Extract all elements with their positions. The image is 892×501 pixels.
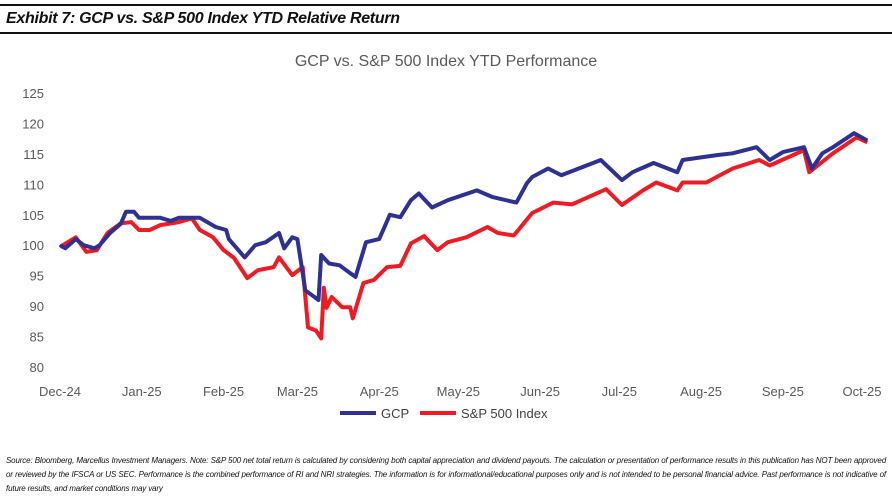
series-line-gcp [58, 131, 869, 302]
y-tick-label: 115 [23, 147, 44, 162]
y-axis: 80 85 90 95 100 105 110 115 120 125 [22, 86, 44, 375]
y-tick-label: 80 [30, 360, 44, 375]
y-tick-label: 85 [30, 330, 44, 345]
x-tick-label: Apr-25 [360, 384, 399, 399]
x-tick-label: Dec-24 [39, 384, 81, 399]
x-tick-label: Feb-25 [203, 384, 244, 399]
x-tick-label: Jun-25 [520, 384, 560, 399]
x-axis: Dec-24 Jan-25 Feb-25 Mar-25 Apr-25 May-25 Jun-… [39, 384, 881, 399]
x-tick-label: Oct-25 [842, 384, 881, 399]
chart-title: GCP vs. S&P 500 Index YTD Performance [295, 53, 597, 70]
y-tick-label: 125 [22, 86, 44, 101]
line-chart: GCP vs. S&P 500 Index YTD Performance 80… [22, 53, 881, 421]
x-tick-label: Sep-25 [762, 384, 804, 399]
y-tick-label: 100 [22, 238, 44, 253]
source-footnote: Source: Bloomberg, Marcellus Investment … [6, 456, 886, 493]
y-tick-label: 90 [30, 299, 44, 314]
series-line-s-p-500-index [58, 135, 869, 341]
y-tick-label: 110 [23, 177, 44, 192]
y-tick-label: 95 [30, 269, 44, 284]
top-rule [0, 4, 892, 6]
legend-label: GCP [381, 406, 409, 421]
title-rule [0, 32, 892, 34]
series-lines [58, 131, 869, 341]
x-tick-label: May-25 [437, 384, 480, 399]
y-tick-label: 105 [22, 208, 44, 223]
legend-label: S&P 500 Index [461, 406, 548, 421]
legend: GCP S&P 500 Index [340, 406, 548, 421]
x-tick-label: Aug-25 [680, 384, 722, 399]
exhibit-title: Exhibit 7: GCP vs. S&P 500 Index YTD Rel… [6, 10, 400, 27]
x-tick-label: Jul-25 [602, 384, 637, 399]
x-tick-label: Mar-25 [277, 384, 318, 399]
y-tick-label: 120 [22, 116, 44, 131]
x-tick-label: Jan-25 [122, 384, 162, 399]
